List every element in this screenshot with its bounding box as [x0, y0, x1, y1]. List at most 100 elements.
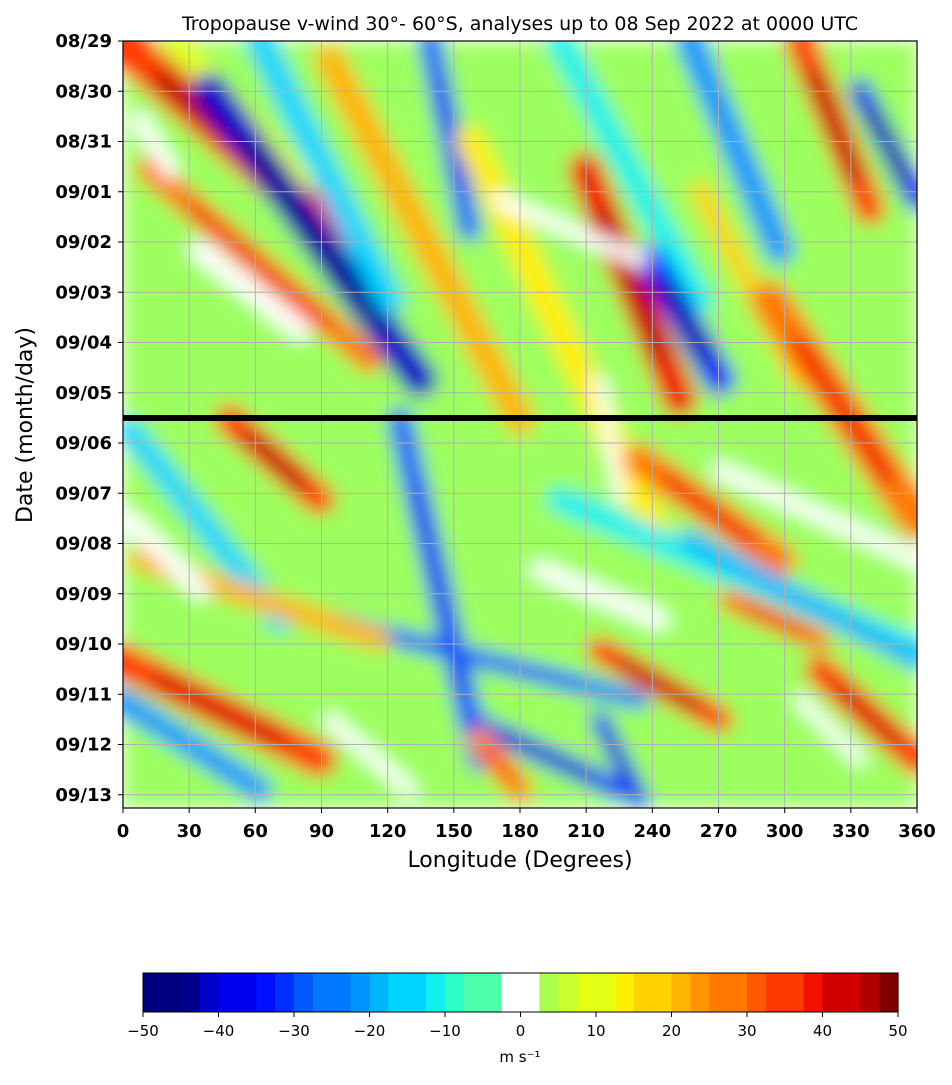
near-zero-gap	[492, 192, 648, 268]
colorbar-swatch	[784, 973, 805, 1012]
x-tick-label: 150	[435, 821, 473, 842]
x-tick-label: 270	[700, 821, 738, 842]
colorbar-swatch	[633, 973, 654, 1012]
y-tick-label: 09/06	[55, 433, 112, 454]
y-tick-label: 09/10	[55, 634, 112, 655]
colorbar-swatch	[803, 973, 824, 1012]
colorbar-swatch	[369, 973, 389, 1012]
wind-band-core	[152, 672, 288, 748]
wind-band-core	[660, 472, 760, 548]
colorbar-ticks: −50 −40 −30 −20 −10 0 10 20 30 40 50	[127, 1012, 908, 1040]
x-axis-ticks: 0 30 60 90 120 150 180 210 240 270 300 330 360	[117, 808, 936, 842]
colorbar-swatch	[822, 973, 842, 1012]
near-zero-gap	[322, 712, 418, 798]
x-tick-label: 330	[832, 821, 870, 842]
colorbar-tick-label: 40	[813, 1022, 832, 1040]
wind-band-core	[188, 202, 332, 328]
y-tick-label: 09/03	[55, 282, 112, 303]
colorbar-tick-label: 30	[737, 1022, 756, 1040]
x-tick-label: 0	[117, 821, 130, 842]
colorbar-tick-label: 20	[662, 1022, 681, 1040]
wind-band-core	[657, 277, 713, 363]
colorbar-tick-label: 50	[888, 1022, 907, 1040]
y-tick-label: 09/07	[55, 483, 112, 504]
y-tick-label: 09/13	[55, 785, 112, 806]
y-tick-label: 09/04	[55, 333, 112, 354]
colorbar-swatch	[520, 973, 540, 1012]
wind-band-core	[244, 140, 386, 330]
x-tick-label: 360	[898, 821, 936, 842]
colorbar-swatch	[218, 973, 238, 1012]
colorbar-swatch	[671, 973, 691, 1012]
colorbar-swatch	[709, 973, 729, 1012]
wind-band	[676, 41, 794, 264]
x-tick-label: 300	[766, 821, 804, 842]
y-axis-ticks: 08/29 08/30 08/31 09/01 09/02 09/03 09/04 09/05…	[55, 31, 123, 806]
colorbar-swatch	[426, 973, 446, 1012]
near-zero-gap	[530, 560, 670, 630]
y-tick-label: 09/02	[55, 232, 112, 253]
colorbar-swatch	[294, 973, 314, 1012]
colorbar-tick-label: 10	[586, 1022, 605, 1040]
y-tick-label: 09/05	[55, 383, 112, 404]
colorbar-swatch	[860, 973, 880, 1012]
chart-title: Tropopause v-wind 30°- 60°S, analyses up…	[181, 13, 858, 35]
y-tick-label: 09/11	[55, 684, 112, 705]
colorbar-swatch	[577, 973, 597, 1012]
near-zero-gap	[711, 461, 917, 569]
colorbar-swatch	[350, 973, 371, 1012]
colorbar-swatch	[275, 973, 295, 1012]
wind-band	[246, 41, 404, 314]
colorbar-swatch	[652, 973, 673, 1012]
wind-field	[123, 41, 917, 808]
near-zero-gap	[793, 693, 867, 767]
wind-band	[315, 45, 535, 435]
colorbar-tick-label: −50	[127, 1022, 159, 1040]
colorbar-swatch	[143, 973, 163, 1012]
y-tick-label: 09/09	[55, 584, 112, 605]
x-tick-label: 90	[309, 821, 334, 842]
colorbar-tick-label: −30	[278, 1022, 310, 1040]
colorbar-swatch	[558, 973, 578, 1012]
x-axis-label: Longitude (Degrees)	[407, 848, 632, 873]
grid	[123, 41, 917, 808]
near-zero-gap	[189, 239, 311, 341]
colorbar-label: m s⁻¹	[499, 1048, 540, 1066]
x-tick-label: 60	[243, 821, 268, 842]
wind-band-core	[241, 429, 309, 491]
x-tick-label: 180	[501, 821, 539, 842]
wind-band	[680, 530, 917, 670]
colorbar-swatch	[596, 973, 616, 1012]
wind-band-core	[790, 335, 897, 485]
y-tick-label: 08/31	[55, 132, 112, 153]
y-axis-label: Date (month/day)	[13, 327, 38, 523]
colorbar-swatch	[256, 973, 276, 1012]
colorbar-swatch	[747, 973, 767, 1012]
wind-band-core	[832, 681, 905, 749]
wind-band-core	[495, 729, 595, 781]
wind-band	[547, 41, 713, 313]
colorbar-swatch	[388, 973, 408, 1012]
colorbar-tick-label: −10	[429, 1022, 461, 1040]
colorbar-swatch	[237, 973, 257, 1012]
colorbar-swatch	[539, 973, 559, 1012]
colorbar-swatch	[728, 973, 748, 1012]
colorbar	[143, 973, 899, 1012]
y-tick-label: 09/12	[55, 735, 112, 756]
colorbar-swatch	[482, 973, 503, 1012]
wind-band-core	[866, 107, 911, 183]
colorbar-swatch	[199, 973, 220, 1012]
wind-band-core	[743, 603, 807, 637]
x-tick-label: 240	[634, 821, 672, 842]
wind-band-core	[618, 658, 702, 712]
y-tick-label: 08/30	[55, 81, 112, 102]
colorbar-swatch	[180, 973, 201, 1012]
x-tick-label: 120	[369, 821, 407, 842]
y-tick-label: 08/29	[55, 31, 112, 52]
colorbar-swatch	[879, 973, 899, 1012]
colorbar-swatch	[161, 973, 182, 1012]
colorbar-swatch	[463, 973, 484, 1012]
wind-band-core	[596, 208, 669, 362]
colorbar-swatch	[614, 973, 635, 1012]
